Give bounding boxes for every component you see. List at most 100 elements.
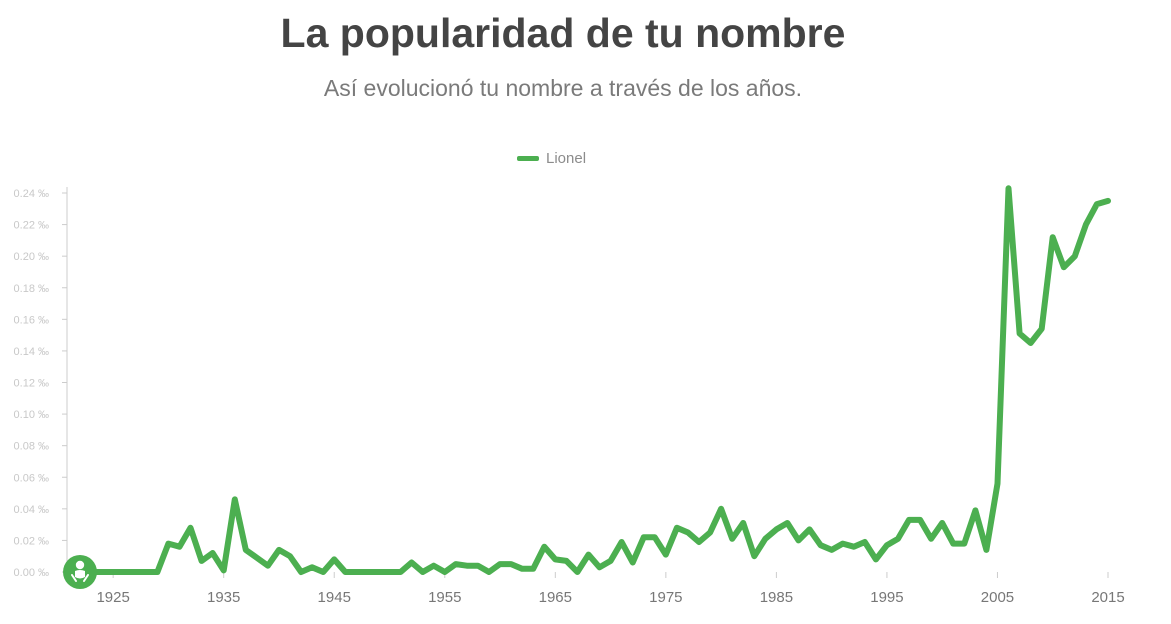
data-point[interactable] [508, 561, 514, 567]
data-point[interactable] [829, 547, 835, 553]
data-point[interactable] [342, 569, 348, 575]
data-point[interactable] [199, 558, 205, 564]
data-point[interactable] [663, 552, 669, 558]
data-point[interactable] [176, 544, 182, 550]
data-point[interactable] [243, 547, 249, 553]
data-point[interactable] [143, 569, 149, 575]
data-point[interactable] [1039, 326, 1045, 332]
data-point[interactable] [729, 536, 735, 542]
data-point[interactable] [1105, 198, 1111, 204]
data-point[interactable] [895, 536, 901, 542]
data-point[interactable] [320, 569, 326, 575]
data-point[interactable] [718, 506, 724, 512]
data-point[interactable] [939, 520, 945, 526]
data-point[interactable] [851, 544, 857, 550]
data-point[interactable] [740, 520, 746, 526]
data-point[interactable] [873, 556, 879, 562]
data-point[interactable] [475, 563, 481, 569]
data-point[interactable] [685, 530, 691, 536]
data-point[interactable] [265, 563, 271, 569]
data-point[interactable] [762, 536, 768, 542]
data-point[interactable] [132, 569, 138, 575]
data-point[interactable] [862, 539, 868, 545]
data-point[interactable] [409, 560, 415, 566]
data-point[interactable] [353, 569, 359, 575]
data-point[interactable] [298, 569, 304, 575]
data-point[interactable] [619, 539, 625, 545]
y-tick-label: 0.02 ‰ [14, 535, 49, 547]
legend-swatch [517, 155, 539, 161]
data-point[interactable] [398, 569, 404, 575]
data-point[interactable] [884, 542, 890, 548]
data-point[interactable] [287, 553, 293, 559]
data-point[interactable] [221, 567, 227, 573]
data-point[interactable] [597, 564, 603, 570]
data-point[interactable] [110, 569, 116, 575]
data-point[interactable] [674, 525, 680, 531]
data-point[interactable] [563, 558, 569, 564]
data-point[interactable] [464, 563, 470, 569]
page-subtitle: Así evolucionó tu nombre a través de los… [323, 75, 803, 101]
data-point[interactable] [928, 536, 934, 542]
data-point[interactable] [453, 561, 459, 567]
data-point[interactable] [210, 550, 216, 556]
data-point[interactable] [1028, 340, 1034, 346]
data-point[interactable] [154, 569, 160, 575]
data-point[interactable] [961, 541, 967, 547]
baby-icon[interactable] [63, 555, 97, 589]
data-point[interactable] [917, 517, 923, 523]
data-point[interactable] [1072, 253, 1078, 259]
x-tick-label: 1965 [539, 589, 572, 606]
data-point[interactable] [530, 566, 536, 572]
data-point[interactable] [497, 561, 503, 567]
data-point[interactable] [486, 569, 492, 575]
data-point[interactable] [795, 537, 801, 543]
data-point[interactable] [784, 520, 790, 526]
data-point[interactable] [99, 569, 105, 575]
data-point[interactable] [972, 507, 978, 513]
data-point[interactable] [1006, 185, 1012, 191]
data-point[interactable] [751, 553, 757, 559]
data-point[interactable] [442, 569, 448, 575]
data-point[interactable] [1050, 234, 1056, 240]
data-point[interactable] [906, 517, 912, 523]
data-point[interactable] [608, 558, 614, 564]
data-point[interactable] [254, 555, 260, 561]
data-point[interactable] [188, 525, 194, 531]
data-point[interactable] [807, 526, 813, 532]
data-point[interactable] [1094, 201, 1100, 207]
chart-legend[interactable]: Lionel [517, 149, 586, 167]
data-point[interactable] [585, 552, 591, 558]
data-point[interactable] [375, 569, 381, 575]
data-point[interactable] [552, 556, 558, 562]
data-point[interactable] [983, 547, 989, 553]
data-point[interactable] [420, 569, 426, 575]
data-point[interactable] [696, 539, 702, 545]
data-point[interactable] [364, 569, 370, 575]
data-point[interactable] [121, 569, 127, 575]
data-point[interactable] [994, 481, 1000, 487]
data-point[interactable] [707, 530, 713, 536]
data-point[interactable] [331, 556, 337, 562]
data-point[interactable] [574, 569, 580, 575]
data-point[interactable] [309, 564, 315, 570]
data-point[interactable] [1083, 222, 1089, 228]
data-point[interactable] [630, 560, 636, 566]
data-point[interactable] [519, 566, 525, 572]
data-point[interactable] [165, 541, 171, 547]
data-point[interactable] [840, 541, 846, 547]
data-point[interactable] [1061, 264, 1067, 270]
series-line[interactable] [77, 185, 1111, 575]
data-point[interactable] [818, 542, 824, 548]
data-point[interactable] [950, 541, 956, 547]
data-point[interactable] [232, 496, 238, 502]
data-point[interactable] [773, 526, 779, 532]
data-point[interactable] [652, 534, 658, 540]
data-point[interactable] [276, 547, 282, 553]
data-point[interactable] [1017, 331, 1023, 337]
data-point[interactable] [541, 544, 547, 550]
data-point[interactable] [431, 563, 437, 569]
data-point[interactable] [387, 569, 393, 575]
data-point[interactable] [641, 534, 647, 540]
